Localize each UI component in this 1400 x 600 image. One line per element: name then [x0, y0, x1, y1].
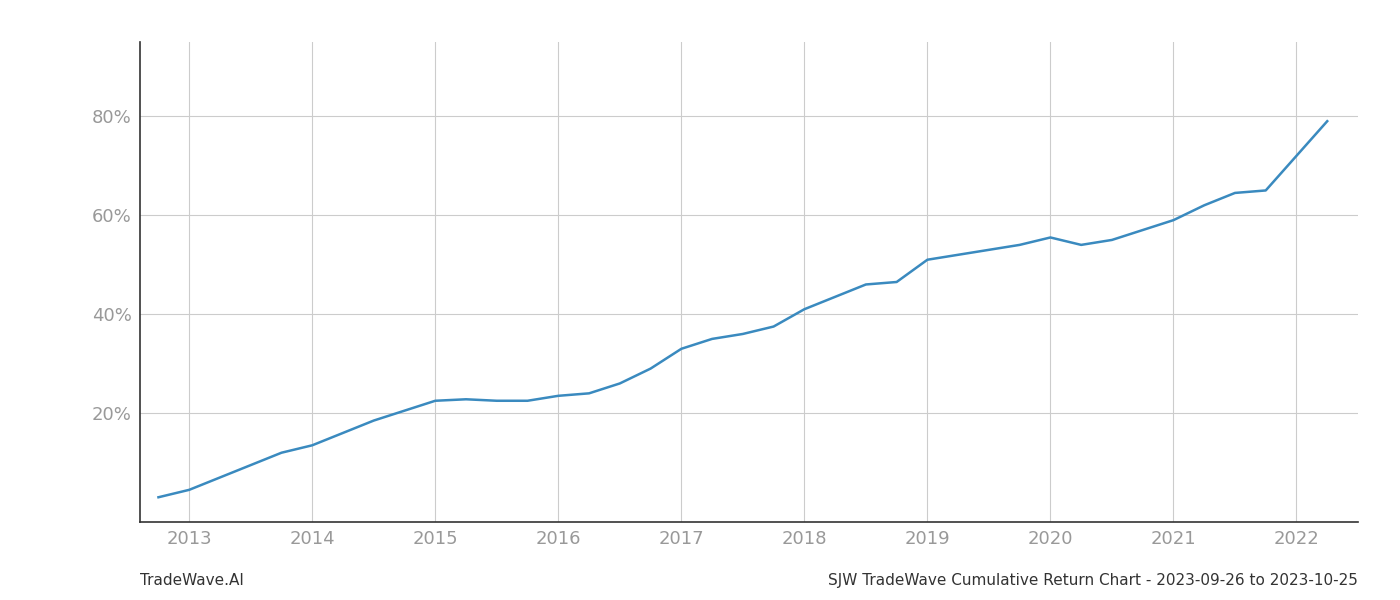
Text: TradeWave.AI: TradeWave.AI	[140, 573, 244, 588]
Text: SJW TradeWave Cumulative Return Chart - 2023-09-26 to 2023-10-25: SJW TradeWave Cumulative Return Chart - …	[829, 573, 1358, 588]
